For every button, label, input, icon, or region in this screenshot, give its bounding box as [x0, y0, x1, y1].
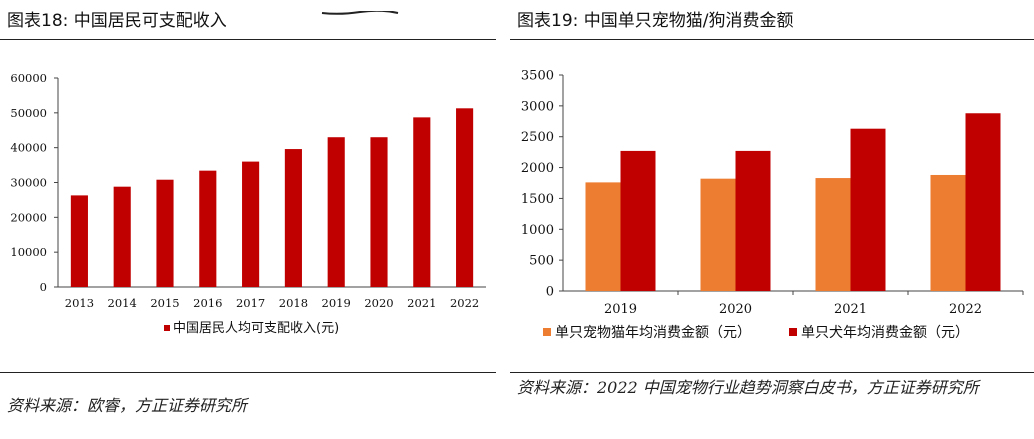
y-tick-label: 20000	[10, 210, 47, 224]
bar	[199, 170, 217, 287]
x-tick-label: 2019	[604, 302, 637, 317]
title-divider	[510, 39, 1034, 40]
figure-18-source: 资料来源：欧睿，方正证券研究所	[7, 396, 248, 415]
y-tick-label: 1500	[521, 192, 554, 207]
source-divider	[510, 372, 1034, 373]
dog-bar	[965, 113, 1001, 292]
cat-bar	[930, 174, 966, 291]
x-tick-label: 2022	[949, 302, 982, 317]
legend-swatch-cat	[543, 328, 551, 336]
y-tick-label: 10000	[10, 245, 47, 259]
x-tick-label: 2014	[108, 296, 137, 310]
y-tick-label: 2500	[521, 130, 554, 145]
x-tick-label: 2016	[193, 296, 222, 310]
x-tick-label: 2020	[364, 296, 393, 310]
legend-label-dog: 单只犬年均消费金额（元）	[801, 325, 969, 341]
x-tick-label: 2021	[407, 296, 436, 310]
y-tick-label: 2000	[521, 161, 554, 176]
y-tick-label: 40000	[10, 141, 47, 155]
y-tick-label: 3000	[521, 99, 554, 114]
y-tick-label: 500	[529, 254, 554, 269]
title-divider	[0, 39, 496, 40]
x-tick-label: 2013	[65, 296, 94, 310]
cat-bar	[700, 178, 736, 291]
disposable-income-chart: 0 10000 20000 30000 40000 50000 60000 2013 2014 2…	[10, 71, 486, 336]
bar	[413, 117, 431, 287]
dog-bar	[735, 150, 771, 291]
figure-18-panel: 图表18: 中国居民可支配收入 0 10000 20000 30000 40000 500…	[0, 0, 496, 439]
y-tick-label: 0	[546, 285, 554, 300]
x-tick-label: 2015	[150, 296, 179, 310]
dog-bar	[850, 128, 886, 291]
legend-swatch-dog	[789, 328, 797, 336]
bar	[456, 108, 474, 288]
bar	[242, 161, 260, 287]
y-tick-label: 0	[40, 280, 47, 294]
bar	[370, 137, 388, 287]
y-tick-label: 30000	[10, 176, 47, 190]
x-tick-label: 2017	[236, 296, 265, 310]
figure-19-source: 资料来源：2022 中国宠物行业趋势洞察白皮书，方正证券研究所	[517, 378, 979, 397]
legend-label-cat: 单只宠物猫年均消费金额（元）	[555, 325, 751, 341]
bar	[113, 186, 131, 287]
figure-19-panel: 图表19: 中国单只宠物猫/狗消费金额 0 500 1000 1500 2000 2500…	[510, 0, 1034, 439]
bar	[284, 149, 302, 287]
cat-bar	[815, 178, 851, 291]
pet-spending-chart: 0 500 1000 1500 2000 2500 3000 3500 2019 2020 2021…	[521, 69, 1024, 341]
legend-label: 中国居民人均可支配收入(元)	[173, 321, 339, 336]
x-tick-label: 2018	[279, 296, 308, 310]
x-tick-label: 2021	[834, 302, 867, 317]
cat-bar	[585, 182, 621, 291]
x-tick-label: 2020	[719, 302, 752, 317]
bar	[156, 179, 174, 287]
y-tick-label: 50000	[10, 106, 47, 120]
dog-bar	[620, 150, 656, 291]
source-divider	[0, 372, 496, 373]
figure-18-title: 图表18: 中国居民可支配收入	[7, 11, 227, 31]
y-tick-label: 1000	[521, 223, 554, 238]
top-edge-artifact	[320, 0, 400, 15]
figure-19-title: 图表19: 中国单只宠物猫/狗消费金额	[517, 11, 794, 31]
legend-swatch	[164, 325, 170, 331]
bar	[327, 137, 345, 287]
x-tick-label: 2019	[322, 296, 351, 310]
x-tick-label: 2022	[450, 296, 479, 310]
y-tick-label: 60000	[10, 71, 47, 85]
bar	[70, 195, 88, 287]
y-tick-label: 3500	[521, 69, 554, 84]
